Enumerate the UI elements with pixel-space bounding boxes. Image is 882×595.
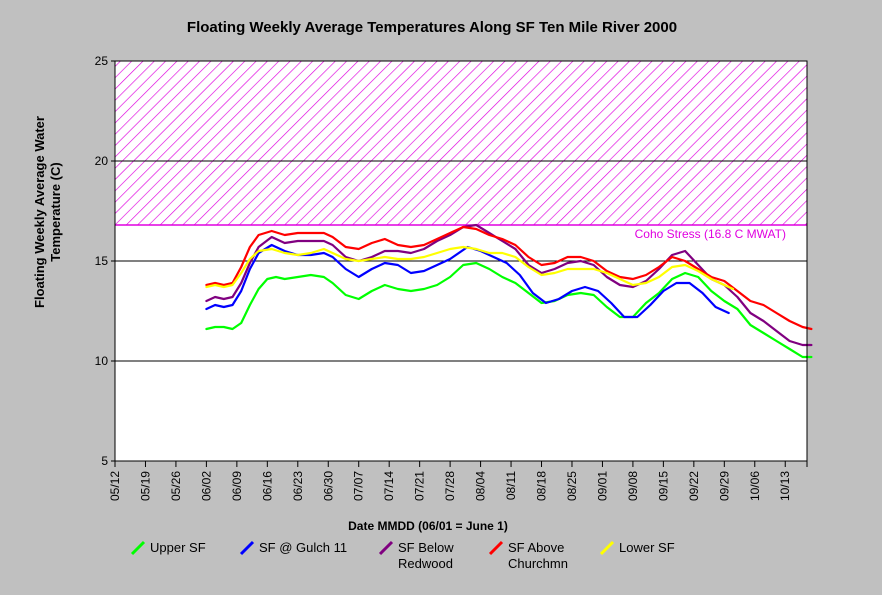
y-tick-label: 15 — [95, 254, 109, 268]
x-axis: 05/12 05/19 05/26 06/02 06/09 06/16 06/23 06/30… — [108, 461, 808, 501]
x-tick-label: 07/28 — [443, 471, 457, 501]
y-axis: 5 10 15 20 25 — [95, 54, 115, 468]
legend-swatch — [130, 540, 146, 556]
legend-item: Lower SF — [599, 540, 675, 556]
x-tick-label: 08/25 — [565, 471, 579, 501]
y-tick-label: 10 — [95, 354, 109, 368]
x-tick-label: 06/16 — [260, 471, 274, 501]
series-line — [205, 261, 813, 359]
x-axis-label: Date MMDD (06/01 = June 1) — [348, 519, 508, 533]
y-axis-label-line-2: Temperature (C) — [48, 162, 63, 261]
y-tick-label: 20 — [95, 154, 109, 168]
y-tick-label: 5 — [101, 454, 108, 468]
x-tick-label: 06/30 — [321, 471, 335, 501]
legend-label: SF @ Gulch 11 — [259, 540, 347, 555]
series-line — [205, 245, 735, 291]
x-tick-label: 08/11 — [504, 471, 518, 500]
y-axis-label: Floating Weekly Average Water Temperatur… — [32, 116, 63, 308]
x-tick-label: 05/19 — [138, 471, 152, 501]
legend-label: SF Above — [508, 540, 564, 555]
x-tick-label: 08/04 — [474, 471, 488, 501]
x-tick-label: 05/26 — [169, 471, 183, 501]
x-tick-label: 09/29 — [717, 471, 731, 501]
threshold-band — [115, 61, 807, 225]
legend-swatch — [488, 540, 504, 556]
x-tick-label: 10/06 — [748, 471, 762, 501]
legend-label: Lower SF — [619, 540, 675, 555]
series-lines — [205, 223, 813, 359]
x-tick-label: 08/18 — [535, 471, 549, 501]
legend-swatch — [239, 540, 255, 556]
x-tick-label: 06/23 — [291, 471, 305, 501]
x-tick-label: 05/12 — [108, 471, 122, 501]
legend-label: SF Below — [398, 540, 454, 555]
legend-label: Upper SF — [150, 540, 206, 555]
legend-swatch — [378, 540, 394, 556]
grid-lines — [115, 160, 807, 362]
x-tick-label: 07/21 — [413, 471, 427, 501]
x-tick-label: 07/14 — [382, 471, 396, 501]
x-tick-label: 06/09 — [230, 471, 244, 501]
legend-label: Redwood — [398, 556, 453, 571]
legend-label: Churchmn — [508, 556, 568, 571]
chart-title: Floating Weekly Average Temperatures Alo… — [187, 19, 677, 36]
x-tick-label: 09/22 — [687, 471, 701, 501]
legend-swatch — [599, 540, 615, 556]
x-tick-label: 09/01 — [595, 471, 609, 501]
y-tick-label: 25 — [95, 54, 109, 68]
legend-item: Upper SF — [130, 540, 206, 556]
x-tick-label: 07/07 — [352, 471, 366, 501]
x-tick-label: 10/13 — [778, 471, 792, 501]
x-tick-label: 06/02 — [199, 471, 213, 501]
x-tick-label: 09/08 — [626, 471, 640, 501]
threshold-label: Coho Stress (16.8 C MWAT) — [635, 227, 786, 241]
y-axis-label-line-1: Floating Weekly Average Water — [32, 116, 47, 308]
series-line — [205, 225, 813, 331]
series-line — [205, 243, 730, 319]
x-tick-label: 09/15 — [656, 471, 670, 501]
legend-item: SF @ Gulch 11 — [239, 540, 347, 556]
